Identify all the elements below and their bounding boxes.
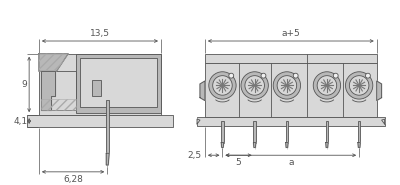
Circle shape [349, 76, 369, 95]
Circle shape [317, 76, 337, 95]
Circle shape [245, 76, 264, 95]
Text: 4,1: 4,1 [13, 117, 27, 126]
Polygon shape [377, 81, 382, 101]
Text: a: a [288, 158, 294, 167]
Circle shape [313, 72, 340, 99]
Bar [41, 71, 76, 110]
Polygon shape [39, 54, 68, 71]
Bar [205, 63, 377, 117]
Circle shape [333, 73, 338, 78]
Circle shape [241, 72, 268, 99]
Circle shape [277, 76, 297, 95]
Bar [80, 58, 157, 107]
Polygon shape [254, 143, 256, 147]
Bar [254, 121, 256, 143]
Text: 5: 5 [236, 158, 242, 167]
Circle shape [293, 73, 298, 78]
Circle shape [229, 73, 234, 78]
Bar [205, 54, 377, 63]
Polygon shape [326, 143, 328, 147]
Circle shape [346, 72, 373, 99]
Circle shape [273, 72, 300, 99]
Bar [39, 54, 161, 115]
Polygon shape [197, 119, 200, 124]
Bar [221, 121, 224, 143]
Bar [92, 80, 101, 96]
Polygon shape [358, 143, 360, 147]
Bar [286, 121, 288, 143]
Bar [358, 121, 360, 143]
Bar [27, 115, 173, 127]
Bar [106, 100, 109, 153]
Polygon shape [200, 81, 205, 101]
Text: 9: 9 [22, 80, 27, 89]
Bar [76, 54, 161, 113]
Text: 2,5: 2,5 [188, 151, 202, 160]
Polygon shape [382, 119, 384, 124]
Polygon shape [221, 143, 224, 147]
Text: a+5: a+5 [282, 29, 300, 38]
Circle shape [366, 73, 370, 78]
Circle shape [213, 76, 232, 95]
Text: 6,28: 6,28 [63, 175, 83, 184]
Polygon shape [41, 71, 54, 110]
Bar [197, 117, 384, 126]
Polygon shape [106, 153, 109, 165]
Bar [326, 121, 328, 143]
Text: 13,5: 13,5 [90, 29, 110, 38]
Circle shape [261, 73, 266, 78]
Circle shape [209, 72, 236, 99]
Polygon shape [286, 143, 288, 147]
